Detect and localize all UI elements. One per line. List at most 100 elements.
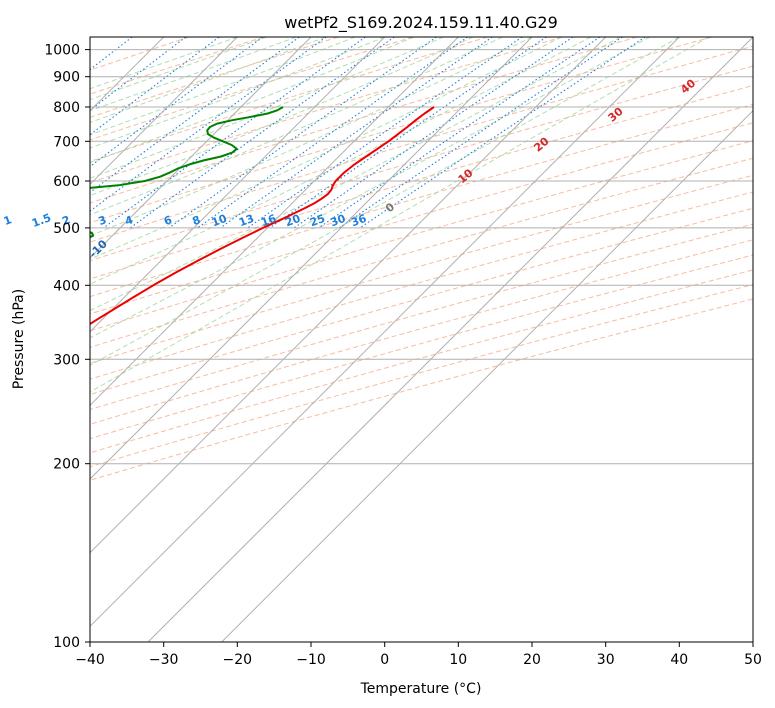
- moist-adiabat-line: [90, 37, 533, 237]
- mixing-ratio-line: [359, 37, 646, 229]
- x-tick-label: −30: [149, 652, 179, 668]
- x-tick-label: −10: [296, 652, 326, 668]
- isotherm-line: [221, 109, 753, 642]
- mixing-ratio-line: [293, 37, 574, 229]
- dry-adiabat-line: [90, 191, 753, 380]
- dry-adiabat-line: [90, 37, 488, 163]
- y-tick-label: 800: [53, 100, 80, 116]
- isotherm-line: [90, 37, 459, 407]
- y-tick-label: 700: [53, 134, 80, 150]
- mixing-ratio-label: 1.5: [30, 211, 53, 230]
- plot-frame: [89, 36, 754, 643]
- background-lines: [0, 37, 753, 642]
- mixing-ratio-line: [269, 37, 547, 229]
- dry-adiabat-line: [90, 45, 753, 243]
- isotherm-line: [147, 37, 753, 642]
- dry-adiabat-line: [90, 284, 753, 468]
- dry-adiabat-line: [90, 37, 264, 95]
- y-axis-label: Pressure (hPa): [11, 289, 27, 389]
- y-axis-ticks: 100 200 300 400 500 600 700 800 900 1000: [44, 43, 90, 651]
- moist-adiabat-line: [90, 37, 651, 339]
- dry-adiabat-line: [90, 37, 712, 224]
- moist-adiabat-line: [90, 37, 592, 285]
- isotherm-line: [90, 37, 312, 259]
- background-line-labels: 0.10.20.40.611.52346810131620253036-100-…: [2, 76, 699, 260]
- dry-adiabat-line: [90, 298, 753, 481]
- moist-adiabat-line: [90, 37, 297, 112]
- mixing-ratio-line: [168, 37, 437, 229]
- moist-adiabat-line: [90, 37, 710, 393]
- mixing-ratio-line: [197, 37, 468, 229]
- x-tick-label: 30: [597, 652, 615, 668]
- mixing-ratio-line: [0, 37, 82, 228]
- dry-adiabat-label: 0: [383, 200, 397, 215]
- x-tick-label: −40: [75, 652, 105, 668]
- dry-adiabat-line: [90, 157, 753, 348]
- dry-adiabat-line: [90, 140, 753, 332]
- y-tick-label: 500: [53, 221, 80, 237]
- moist-adiabat-line: [90, 37, 621, 312]
- dry-adiabat-line: [90, 84, 753, 280]
- mixing-ratio-line: [247, 37, 523, 229]
- profile-lines: [90, 106, 435, 326]
- mixing-ratio-label: 13: [237, 212, 256, 229]
- y-tick-label: 100: [53, 635, 80, 651]
- mixing-ratio-label: 6: [162, 213, 174, 228]
- dry-adiabat-line: [90, 239, 753, 425]
- moist-adiabat-line: [90, 37, 474, 197]
- dry-adiabat-line: [90, 207, 753, 396]
- y-tick-label: 600: [53, 174, 80, 190]
- mixing-ratio-label: 10: [210, 212, 229, 230]
- dry-adiabat-line: [90, 269, 753, 454]
- dry-adiabat-line: [90, 254, 753, 440]
- dry-adiabat-line: [90, 174, 753, 364]
- moist-adiabat-line: [90, 37, 503, 216]
- dry-adiabat-line: [90, 37, 189, 71]
- x-tick-label: 20: [523, 652, 541, 668]
- mixing-ratio-label: 25: [308, 212, 327, 229]
- mixing-ratio-label: 4: [123, 213, 135, 228]
- moist-adiabat-line: [90, 37, 444, 179]
- y-tick-label: 300: [53, 352, 80, 368]
- dry-adiabat-line: [90, 37, 339, 118]
- moist-adiabat-line: [90, 37, 326, 123]
- moist-adiabat-line: [90, 37, 415, 164]
- dry-adiabat-line: [90, 37, 638, 204]
- mixing-ratio-label: 1: [2, 213, 14, 228]
- mixing-ratio-line: [103, 37, 366, 229]
- mixing-ratio-line: [338, 37, 623, 229]
- moist-adiabat-line: [90, 37, 267, 101]
- isotherm-line: [90, 37, 533, 480]
- dry-adiabat-line: [90, 122, 753, 315]
- x-tick-label: 50: [744, 652, 762, 668]
- moist-adiabat-line: [90, 37, 680, 366]
- y-tick-label: 200: [53, 457, 80, 473]
- mixing-ratio-label: 16: [259, 212, 278, 230]
- mixing-ratio-label: 2: [60, 213, 72, 228]
- x-axis-label: Temperature (°C): [360, 681, 482, 697]
- moist-adiabat-line: [90, 37, 562, 260]
- y-tick-label: 400: [53, 278, 80, 294]
- isotherm-line: [90, 37, 680, 628]
- x-tick-label: 0: [380, 652, 389, 668]
- dewpoint-line: [90, 106, 284, 239]
- isotherm-line: [90, 37, 386, 333]
- moist-adiabat-line: [90, 37, 385, 149]
- dry-adiabat-label: 20: [531, 134, 551, 154]
- y-tick-label: 1000: [44, 43, 80, 59]
- mixing-ratio-label: 3: [97, 213, 109, 228]
- y-tick-label: 900: [53, 70, 80, 86]
- temperature-line: [90, 106, 435, 326]
- mixing-ratio-label: 30: [329, 212, 348, 230]
- isotherm-line: [90, 37, 238, 186]
- dry-adiabat-line: [90, 223, 753, 411]
- mixing-ratio-label: 8: [191, 213, 203, 228]
- x-axis-ticks: −40 −30 −20 −10 0 10 20 30 40 50: [75, 642, 762, 668]
- dry-adiabat-line: [90, 103, 753, 298]
- mixing-ratio-line: [318, 37, 601, 229]
- mixing-ratio-label: 20: [283, 212, 302, 230]
- isotherm-line: [90, 37, 607, 554]
- dry-adiabat-label: 40: [678, 76, 698, 96]
- dry-adiabat-line: [90, 65, 753, 262]
